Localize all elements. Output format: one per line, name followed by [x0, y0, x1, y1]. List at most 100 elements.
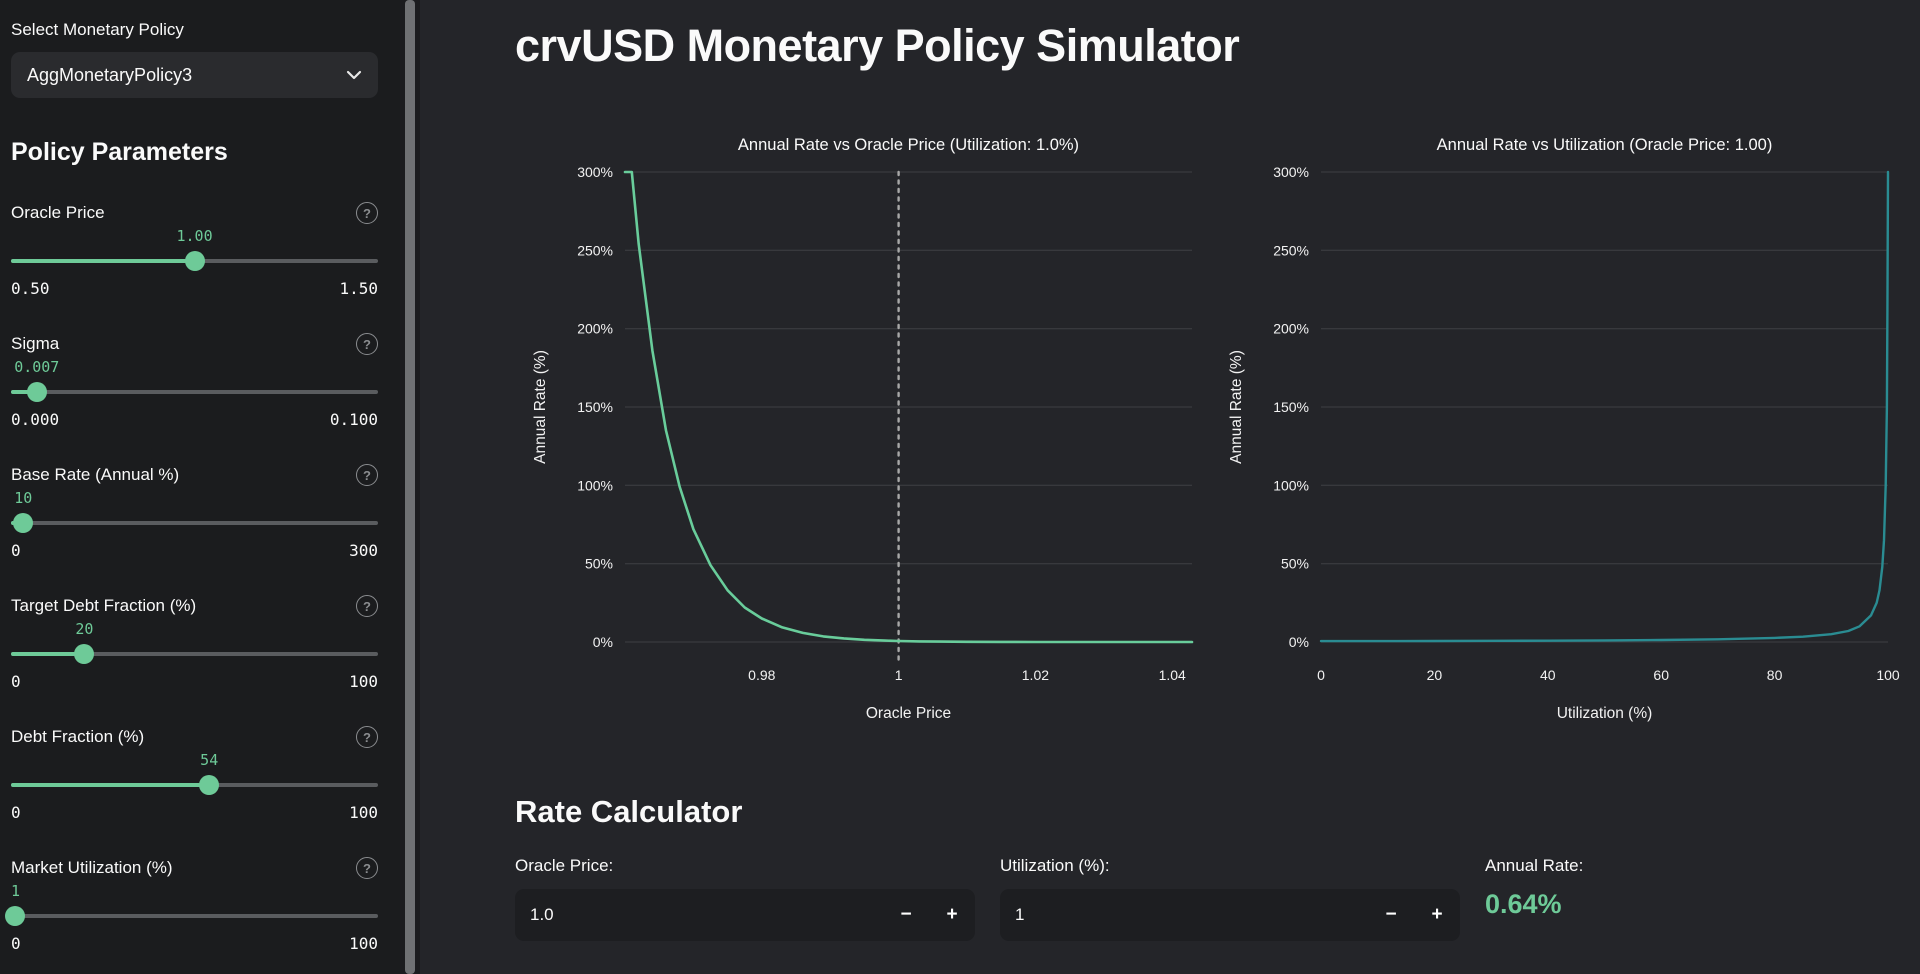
annual-rate-result-group: Annual Rate: 0.64% — [1485, 856, 1920, 941]
debt-fraction-slider[interactable] — [11, 775, 378, 795]
slider-max: 300 — [349, 541, 378, 560]
slider-group-target-debt-fraction: Target Debt Fraction (%) ? 20 0 100 — [11, 594, 378, 691]
policy-select[interactable]: AggMonetaryPolicy3 — [11, 52, 378, 98]
rate-calculator-row: Oracle Price: 1.0 − + Utilization (%): 1… — [515, 856, 1920, 941]
svg-text:1.04: 1.04 — [1159, 667, 1186, 683]
slider-max: 1.50 — [339, 279, 378, 298]
slider-min: 0 — [11, 803, 21, 822]
slider-value: 54 — [200, 751, 219, 769]
policy-select-label: Select Monetary Policy — [11, 20, 184, 39]
help-icon[interactable]: ? — [356, 726, 378, 748]
help-icon[interactable]: ? — [356, 333, 378, 355]
svg-text:100%: 100% — [1273, 477, 1309, 493]
svg-text:100: 100 — [1876, 667, 1900, 683]
slider-label: Base Rate (Annual %) — [11, 465, 180, 484]
help-icon[interactable]: ? — [356, 202, 378, 224]
help-icon[interactable]: ? — [356, 595, 378, 617]
svg-text:200%: 200% — [1273, 321, 1309, 337]
sigma-slider[interactable] — [11, 382, 378, 402]
slider-thumb[interactable] — [74, 644, 95, 664]
slider-value: 20 — [75, 620, 94, 638]
svg-text:300%: 300% — [577, 164, 613, 180]
svg-text:80: 80 — [1767, 667, 1783, 683]
slider-thumb[interactable] — [184, 251, 205, 271]
slider-label: Oracle Price — [11, 203, 105, 222]
slider-fill — [11, 652, 85, 656]
slider-value: 0.007 — [14, 358, 60, 376]
svg-text:200%: 200% — [577, 321, 613, 337]
slider-min: 0 — [11, 541, 21, 560]
chart-annual-rate-vs-utilization: Annual Rate vs Utilization (Oracle Price… — [1211, 126, 1907, 738]
help-icon[interactable]: ? — [356, 857, 378, 879]
market-utilization-slider[interactable] — [4, 906, 378, 926]
utilization-input-value[interactable]: 1 — [1015, 905, 1025, 924]
slider-max: 100 — [349, 934, 378, 953]
slider-group-debt-fraction: Debt Fraction (%) ? 54 0 100 — [11, 725, 378, 822]
sidebar: Select Monetary Policy AggMonetaryPolicy… — [0, 0, 420, 974]
decrement-button[interactable]: − — [900, 904, 912, 925]
slider-min: 0.000 — [11, 410, 60, 429]
slider-track[interactable] — [11, 390, 378, 394]
sidebar-scrollbar[interactable] — [405, 0, 415, 974]
svg-text:1.02: 1.02 — [1022, 667, 1049, 683]
svg-text:0.98: 0.98 — [748, 667, 775, 683]
slider-fill — [11, 390, 37, 394]
slider-label: Sigma — [11, 334, 60, 353]
oracle-price-slider[interactable] — [11, 251, 378, 271]
slider-value: 1 — [11, 882, 21, 900]
svg-text:60: 60 — [1653, 667, 1669, 683]
charts-row: Annual Rate vs Oracle Price (Utilization… — [515, 126, 1920, 738]
slider-group-market-utilization: Market Utilization (%) ? 1 0 100 — [4, 856, 378, 953]
svg-text:Annual Rate (%): Annual Rate (%) — [532, 350, 549, 464]
annual-rate-label: Annual Rate: — [1485, 856, 1584, 875]
target-debt-fraction-slider[interactable] — [11, 644, 378, 664]
slider-track[interactable] — [11, 652, 378, 656]
svg-text:50%: 50% — [585, 556, 613, 572]
slider-group-base-rate: Base Rate (Annual %) ? 10 0 300 — [11, 463, 378, 560]
oracle-price-input-value[interactable]: 1.0 — [530, 905, 554, 924]
slider-track[interactable] — [11, 521, 378, 525]
slider-value: 10 — [14, 489, 33, 507]
svg-text:0%: 0% — [1289, 634, 1309, 650]
svg-text:300%: 300% — [1273, 164, 1309, 180]
slider-track[interactable] — [11, 914, 378, 918]
slider-min: 0.50 — [11, 279, 50, 298]
chart-annual-rate-vs-oracle-price: Annual Rate vs Oracle Price (Utilization… — [515, 126, 1211, 738]
slider-thumb[interactable] — [199, 775, 220, 795]
help-icon[interactable]: ? — [356, 464, 378, 486]
slider-min: 0 — [11, 672, 21, 691]
oracle-price-input-group: Oracle Price: 1.0 − + — [515, 856, 975, 941]
increment-button[interactable]: + — [946, 904, 958, 925]
slider-max: 0.100 — [329, 410, 378, 429]
slider-fill — [11, 783, 210, 787]
svg-text:20: 20 — [1427, 667, 1443, 683]
slider-value: 1.00 — [176, 227, 213, 245]
svg-text:Annual Rate (%): Annual Rate (%) — [1228, 350, 1245, 464]
slider-thumb[interactable] — [26, 382, 47, 402]
base-rate-slider[interactable] — [11, 513, 378, 533]
svg-text:50%: 50% — [1281, 556, 1309, 572]
svg-text:Utilization (%): Utilization (%) — [1557, 705, 1653, 722]
oracle-price-input-label: Oracle Price: — [515, 856, 614, 875]
svg-text:150%: 150% — [577, 399, 613, 415]
increment-button[interactable]: + — [1431, 904, 1443, 925]
slider-label: Target Debt Fraction (%) — [11, 596, 197, 615]
utilization-input-label: Utilization (%): — [1000, 856, 1110, 875]
slider-max: 100 — [349, 803, 378, 822]
svg-text:250%: 250% — [577, 242, 613, 258]
slider-thumb[interactable] — [4, 906, 25, 926]
slider-min: 0 — [11, 934, 21, 953]
decrement-button[interactable]: − — [1385, 904, 1397, 925]
svg-text:250%: 250% — [1273, 242, 1309, 258]
svg-text:100%: 100% — [577, 477, 613, 493]
slider-thumb[interactable] — [13, 513, 34, 533]
svg-text:0%: 0% — [593, 634, 613, 650]
policy-select-value: AggMonetaryPolicy3 — [27, 64, 193, 85]
slider-fill — [11, 259, 195, 263]
page-title: crvUSD Monetary Policy Simulator — [515, 20, 1240, 71]
svg-text:1: 1 — [895, 667, 903, 683]
oracle-price-input[interactable]: 1.0 − + — [515, 889, 975, 941]
annual-rate-value: 0.64% — [1485, 889, 1562, 919]
utilization-input[interactable]: 1 − + — [1000, 889, 1460, 941]
slider-max: 100 — [349, 672, 378, 691]
